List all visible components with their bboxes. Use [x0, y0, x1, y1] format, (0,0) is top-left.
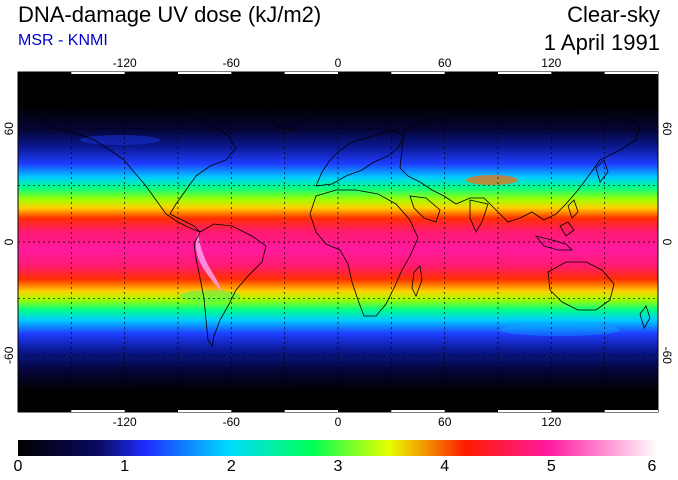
colorbar-label: 4 — [440, 458, 450, 475]
greenland-coast — [261, 93, 321, 131]
colorbar-label: 1 — [120, 458, 130, 475]
coastlines — [18, 93, 658, 397]
africa-coast — [309, 189, 419, 317]
lat-label-right: 60 — [660, 122, 674, 136]
lat-label-right: -60 — [660, 347, 674, 365]
lon-label-top: 60 — [438, 56, 452, 70]
colorbar-label: 2 — [226, 458, 236, 475]
north-america-coast — [41, 103, 237, 233]
arabia-coast — [409, 195, 441, 223]
frame-ticks — [71, 72, 658, 412]
japan-coast — [595, 159, 609, 183]
india-coast — [469, 199, 489, 233]
lon-label-bottom: 120 — [541, 415, 561, 429]
tibet-hotspot — [466, 175, 518, 185]
new-zealand-coast — [639, 305, 651, 329]
map-title: DNA-damage UV dose (kJ/m2) — [18, 2, 322, 27]
colorbar-label: 3 — [333, 458, 343, 475]
madagascar-coast — [411, 265, 423, 297]
lon-label-bottom: 60 — [438, 415, 452, 429]
asia-coast — [399, 107, 641, 223]
lon-label-top: -60 — [223, 56, 241, 70]
lat-label-right: 0 — [660, 239, 674, 246]
lat-label-left: -60 — [2, 346, 16, 364]
lon-label-top: 0 — [335, 56, 342, 70]
field-streak — [80, 135, 160, 145]
lon-label-bottom: 0 — [335, 415, 342, 429]
graticule — [18, 72, 658, 412]
field-streak — [500, 324, 620, 336]
lon-label-bottom: -120 — [113, 415, 137, 429]
lon-label-top: 120 — [541, 56, 561, 70]
antarctica-coast — [18, 387, 658, 397]
map-date: 1 April 1991 — [543, 30, 660, 55]
colorbar — [18, 440, 658, 456]
europe-coast — [315, 129, 405, 187]
lat-label-left: 60 — [2, 122, 16, 136]
colorbar-label: 0 — [13, 458, 23, 475]
south-america-coast — [193, 223, 267, 348]
philippines-coast — [567, 199, 579, 219]
colorbar-label: 6 — [647, 458, 657, 475]
map-source: MSR - KNMI — [18, 32, 108, 49]
lat-label-left: 0 — [2, 238, 16, 245]
lon-label-bottom: -60 — [223, 415, 241, 429]
indonesia-coast — [534, 235, 573, 251]
colorbar-label: 5 — [546, 458, 556, 475]
andes-high-dose — [195, 232, 222, 292]
sky-condition: Clear-sky — [567, 2, 660, 27]
lon-label-top: -120 — [113, 56, 137, 70]
australia-coast — [547, 261, 615, 311]
borneo-coast — [559, 221, 575, 237]
